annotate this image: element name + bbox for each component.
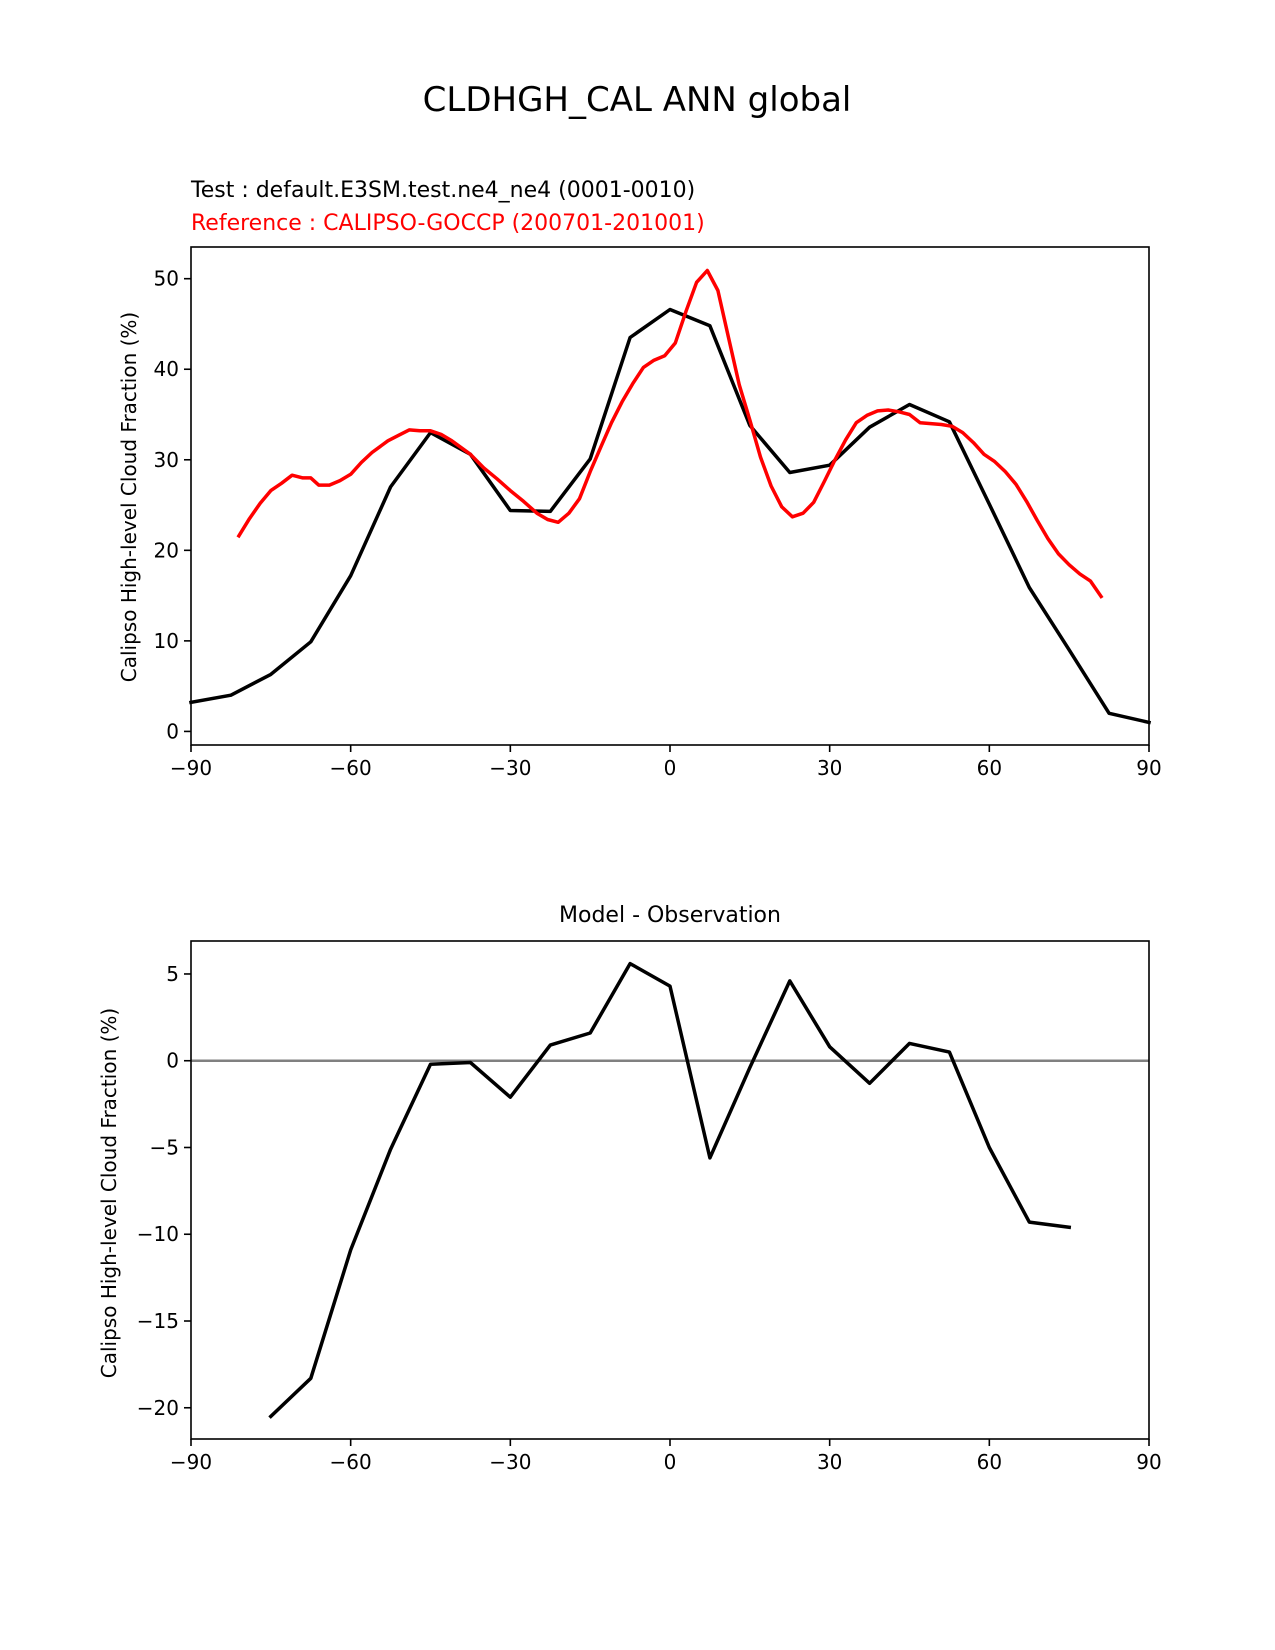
top-xtick-label: 60 <box>977 756 1002 780</box>
top-ytick-label: 40 <box>154 357 179 381</box>
bottom-xtick-label: −30 <box>489 1450 531 1474</box>
top-series-reference <box>236 268 1104 599</box>
top-ylabel: Calipso High-level Cloud Fraction (%) <box>117 312 141 682</box>
top-xtick-label: −90 <box>170 756 212 780</box>
top-ytick-label: 50 <box>154 267 179 291</box>
figure-title: CLDHGH_CAL ANN global <box>423 80 852 120</box>
reference-label: Reference : CALIPSO-GOCCP (200701-201001… <box>191 211 705 236</box>
top-xtick-label: 0 <box>664 756 677 780</box>
top-plot-area: −90 −60 −30 0 30 60 90 0 10 20 30 40 50 <box>154 246 1162 780</box>
top-xtick-label: 90 <box>1136 756 1161 780</box>
top-xtick-label: −60 <box>330 756 372 780</box>
bottom-title: Model - Observation <box>559 903 781 928</box>
test-label: Test : default.E3SM.test.ne4_ne4 (0001-0… <box>190 178 695 203</box>
bottom-ytick-label: −5 <box>150 1135 179 1159</box>
bottom-ytick-label: −10 <box>137 1222 179 1246</box>
top-series-test <box>188 307 1152 725</box>
bottom-ytick-label: −15 <box>137 1309 179 1333</box>
bottom-ylabel: Calipso High-level Cloud Fraction (%) <box>97 1008 121 1378</box>
top-ytick-label: 10 <box>154 629 179 653</box>
bottom-panel: Model - Observation Calipso High-level C… <box>97 903 1162 1474</box>
bottom-ytick-label: 5 <box>166 962 179 986</box>
bottom-xtick-label: 90 <box>1136 1450 1161 1474</box>
bottom-ytick-label: −20 <box>137 1396 179 1420</box>
bottom-plot-area: −90 −60 −30 0 30 60 90 5 0 −5 −10 −15 −20 <box>137 940 1162 1474</box>
top-xtick-label: −30 <box>489 756 531 780</box>
top-ytick-label: 20 <box>154 538 179 562</box>
bottom-xtick-label: 0 <box>664 1450 677 1474</box>
top-ytick-label: 0 <box>166 719 179 743</box>
top-ytick-label: 30 <box>154 448 179 472</box>
bottom-xtick-label: −60 <box>330 1450 372 1474</box>
bottom-ytick-label: 0 <box>166 1049 179 1073</box>
bottom-xtick-label: −90 <box>170 1450 212 1474</box>
bottom-xtick-label: 30 <box>817 1450 842 1474</box>
top-xtick-label: 30 <box>817 756 842 780</box>
top-panel: Test : default.E3SM.test.ne4_ne4 (0001-0… <box>117 178 1162 780</box>
bottom-series-model-observation <box>268 961 1072 1419</box>
bottom-xtick-label: 60 <box>977 1450 1002 1474</box>
